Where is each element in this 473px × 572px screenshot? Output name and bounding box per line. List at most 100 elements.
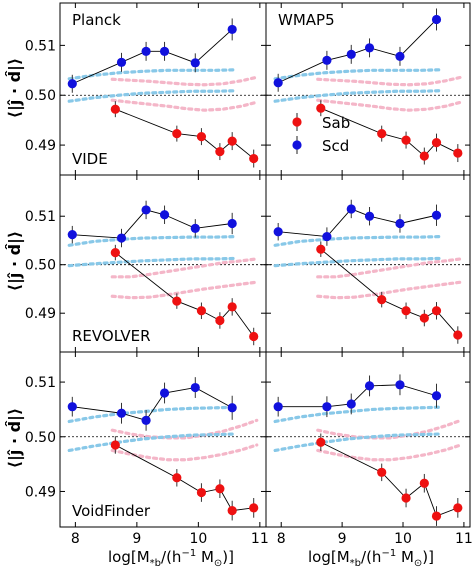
sab-line [115, 252, 255, 337]
sab-band-lower [316, 280, 463, 300]
scd-band-upper [273, 68, 442, 81]
x-tick-label: 9 [338, 531, 347, 547]
sab-band-lower [110, 443, 259, 462]
sab-point [401, 135, 411, 145]
sab-line [320, 248, 459, 336]
legend-sab-label: Sab [322, 114, 350, 132]
sab-point [453, 148, 463, 158]
sab-band-upper [316, 75, 463, 87]
scd-point [227, 24, 237, 35]
sab-point [377, 295, 387, 305]
scd-point [322, 55, 332, 65]
sab-band-upper [110, 418, 259, 440]
y-tick-label: 0.49 [25, 138, 56, 154]
sab-point [227, 505, 237, 516]
sab-point [316, 244, 326, 254]
sab-point [377, 467, 387, 477]
scd-point [141, 46, 151, 56]
scd-band-lower [67, 256, 237, 268]
x-tick-label: 9 [132, 531, 141, 547]
scd-band-lower [67, 89, 237, 103]
sab-point [431, 306, 442, 316]
sab-point [110, 104, 120, 114]
scd-point [227, 403, 237, 413]
sab-point [249, 153, 259, 164]
sab-point [227, 136, 237, 146]
scd-line [277, 19, 437, 84]
scd-band-lower [67, 432, 237, 453]
scd-point [141, 415, 151, 425]
sab-point [227, 302, 237, 312]
scd-band-upper [273, 405, 442, 424]
panel-6: 8 9 10 11 [265, 351, 473, 547]
sab-point [196, 487, 207, 498]
scd-point [116, 57, 127, 67]
scd-band-lower [273, 432, 442, 453]
scd-line [72, 387, 233, 421]
y-tick-label: 0.51 [25, 375, 56, 391]
scd-point [116, 408, 127, 418]
y-tick-label: 0.49 [25, 484, 56, 500]
scd-point [190, 382, 200, 393]
x-tick-label: 10 [394, 531, 412, 547]
scd-point [364, 43, 375, 53]
x-tick-label: 10 [189, 531, 207, 547]
sab-band-upper [316, 257, 463, 279]
sab-point [215, 484, 225, 494]
sab-band-lower [110, 98, 259, 112]
scd-point [159, 46, 170, 56]
sab-point [172, 473, 182, 483]
sab-point [196, 306, 207, 316]
sab-point [419, 313, 429, 323]
sab-band-lower [316, 443, 463, 462]
sab-point [431, 511, 442, 521]
sab-point [401, 493, 411, 503]
scd-point [116, 233, 127, 243]
scd-band-upper [67, 234, 237, 247]
y-tick-label: 0.51 [25, 38, 56, 54]
scd-point [67, 79, 77, 89]
y-tick-label: 0.50 [25, 258, 56, 274]
scd-point [346, 49, 356, 59]
y-axis-label-row-2: ⟨|ĵ · d̂|⟩ [5, 231, 25, 291]
scd-point [431, 391, 442, 401]
legend-scd-label: Scd [322, 137, 349, 155]
scd-band-upper [273, 234, 442, 247]
sab-line [115, 108, 254, 159]
sab-point [249, 331, 259, 342]
sab-point [453, 330, 463, 340]
y-tick-label: 0.50 [25, 430, 56, 446]
sab-band-upper [110, 75, 259, 87]
scd-point [364, 381, 375, 391]
x-tick-label: 8 [71, 531, 80, 547]
scd-line [278, 384, 437, 408]
sab-point [316, 437, 326, 447]
x-axis-label-right: log[M*b/(h−1 M⊙)] [308, 548, 434, 569]
x-tick-label: 8 [277, 531, 286, 547]
sab-point [215, 315, 225, 326]
panel-1: 0.49 0.50 0.51 Planck VIDE [25, 2, 267, 176]
x-tick-label: 11 [455, 531, 473, 547]
scd-point [159, 210, 170, 220]
sab-point [196, 132, 207, 142]
panel-label-bottom: REVOLVER [72, 327, 151, 345]
panel-frame [59, 351, 267, 528]
panel-label-bottom: VoidFinder [72, 502, 151, 520]
x-tick-label: 11 [251, 531, 269, 547]
sab-point [316, 103, 326, 113]
scd-line [278, 208, 437, 238]
legend: Sab Scd [292, 113, 350, 155]
panel-2: WMAP5 [265, 2, 471, 176]
sab-point [431, 137, 442, 148]
scd-point [364, 211, 375, 221]
scd-point [346, 204, 356, 214]
y-tick-label: 0.50 [25, 88, 56, 104]
scd-point [67, 402, 77, 412]
sab-point [110, 440, 120, 450]
scd-point [159, 388, 170, 398]
scd-point [395, 218, 405, 229]
sab-point [401, 306, 411, 316]
legend-scd-marker [292, 140, 302, 150]
scd-point [227, 218, 237, 229]
